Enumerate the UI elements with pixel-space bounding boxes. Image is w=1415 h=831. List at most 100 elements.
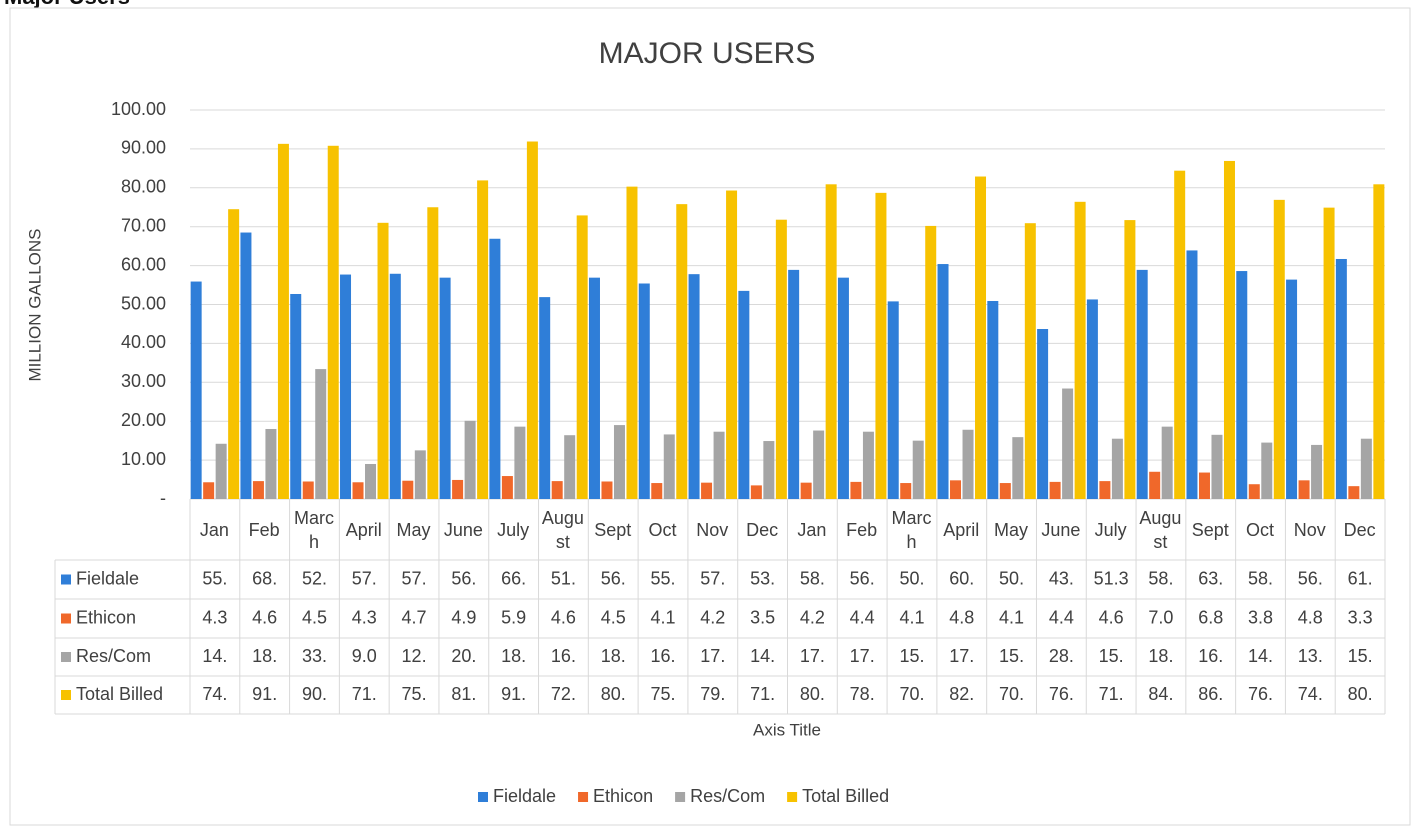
table-cell: 57. [700, 568, 725, 588]
bar [701, 482, 713, 499]
table-cell: 74. [1298, 684, 1323, 704]
table-cell: 80. [1348, 684, 1373, 704]
table-cell: 58. [800, 568, 825, 588]
table-cell: 14. [202, 646, 227, 666]
bar [1024, 223, 1036, 499]
bar [514, 426, 526, 499]
table-cell: 4.1 [999, 607, 1024, 627]
x-tick-label: Dec [1343, 519, 1376, 540]
table-cell: 55. [651, 568, 676, 588]
bar [215, 443, 227, 499]
table-cell: 14. [1248, 646, 1273, 666]
table-cell: 81. [451, 684, 476, 704]
chart-border [9, 7, 1411, 826]
table-legend-key [61, 574, 71, 585]
bar [613, 425, 625, 499]
page-heading: Major Users [4, 0, 130, 9]
table-row-label: Res/Com [76, 646, 151, 666]
bar [1037, 329, 1049, 499]
table-cell: 51. [551, 568, 576, 588]
bar [813, 430, 825, 499]
bar [638, 283, 650, 499]
y-tick-label: - [160, 488, 166, 508]
table-cell: 4.6 [551, 607, 576, 627]
table-cell: 76. [1248, 684, 1273, 704]
bar [1136, 269, 1148, 499]
bar [975, 176, 987, 500]
table-cell: 18. [1148, 646, 1173, 666]
table-cell: 63. [1198, 568, 1223, 588]
table-cell: 74. [202, 684, 227, 704]
bar [651, 483, 663, 499]
bar [439, 277, 451, 499]
bar [1223, 160, 1235, 500]
bar [340, 274, 352, 499]
bar [327, 145, 339, 499]
x-tick-label: July [497, 519, 530, 540]
table-cell: 15. [1348, 646, 1373, 666]
bar [726, 190, 738, 499]
x-tick-label: Oct [1246, 519, 1275, 540]
table-cell: 3.5 [750, 607, 775, 627]
table-cell: 57. [402, 568, 427, 588]
bar [315, 369, 327, 499]
table-cell: 18. [601, 646, 626, 666]
table-cell: 18. [501, 646, 526, 666]
table-cell: 71. [352, 684, 377, 704]
bar [526, 141, 538, 499]
bar [1074, 201, 1086, 499]
bar [377, 222, 389, 499]
table-cell: 56. [451, 568, 476, 588]
table-cell: 80. [601, 684, 626, 704]
table-cell: 71. [750, 684, 775, 704]
y-tick-label: 100.00 [111, 99, 166, 119]
table-cell: 78. [850, 684, 875, 704]
bar [950, 480, 962, 499]
bar [676, 204, 688, 499]
bar [1124, 220, 1136, 499]
bar [228, 209, 240, 499]
bar [501, 476, 513, 499]
bar [1311, 444, 1323, 499]
table-cell: 17. [700, 646, 725, 666]
bar [452, 479, 464, 499]
table-cell: 7.0 [1148, 607, 1173, 627]
legend-key [578, 792, 589, 802]
x-tick-label: Jan [199, 519, 229, 540]
bar [962, 429, 974, 499]
table-cell: 60. [949, 568, 974, 588]
table-cell: 55. [202, 568, 227, 588]
x-tick-label: June [1041, 519, 1081, 540]
table-cell: 4.2 [700, 607, 725, 627]
bar [564, 435, 576, 499]
bar [750, 485, 762, 499]
table-cell: 13. [1298, 646, 1323, 666]
table-cell: 50. [999, 568, 1024, 588]
bar [999, 483, 1011, 499]
table-cell: 15. [999, 646, 1024, 666]
x-tick-label: April [345, 519, 382, 540]
table-row-label: Fieldale [76, 568, 139, 588]
table-cell: 66. [501, 568, 526, 588]
bar [551, 481, 563, 499]
bar [1360, 438, 1372, 499]
bar [1086, 299, 1098, 499]
table-row-label: Ethicon [76, 607, 136, 627]
table-cell: 4.8 [1298, 607, 1323, 627]
bar [862, 431, 874, 499]
table-cell: 4.1 [651, 607, 676, 627]
table-cell: 4.6 [1099, 607, 1124, 627]
table-cell: 18. [252, 646, 277, 666]
table-cell: 4.7 [402, 607, 427, 627]
bar [1348, 486, 1360, 499]
table-cell: 70. [999, 684, 1024, 704]
table-cell: 4.8 [949, 607, 974, 627]
bar [626, 186, 638, 499]
table-cell: 4.4 [1049, 607, 1074, 627]
bar [190, 281, 202, 499]
bar [302, 481, 314, 499]
x-tick-label: Sept [594, 519, 632, 540]
bar [489, 238, 501, 499]
legend-label: Ethicon [593, 786, 653, 806]
